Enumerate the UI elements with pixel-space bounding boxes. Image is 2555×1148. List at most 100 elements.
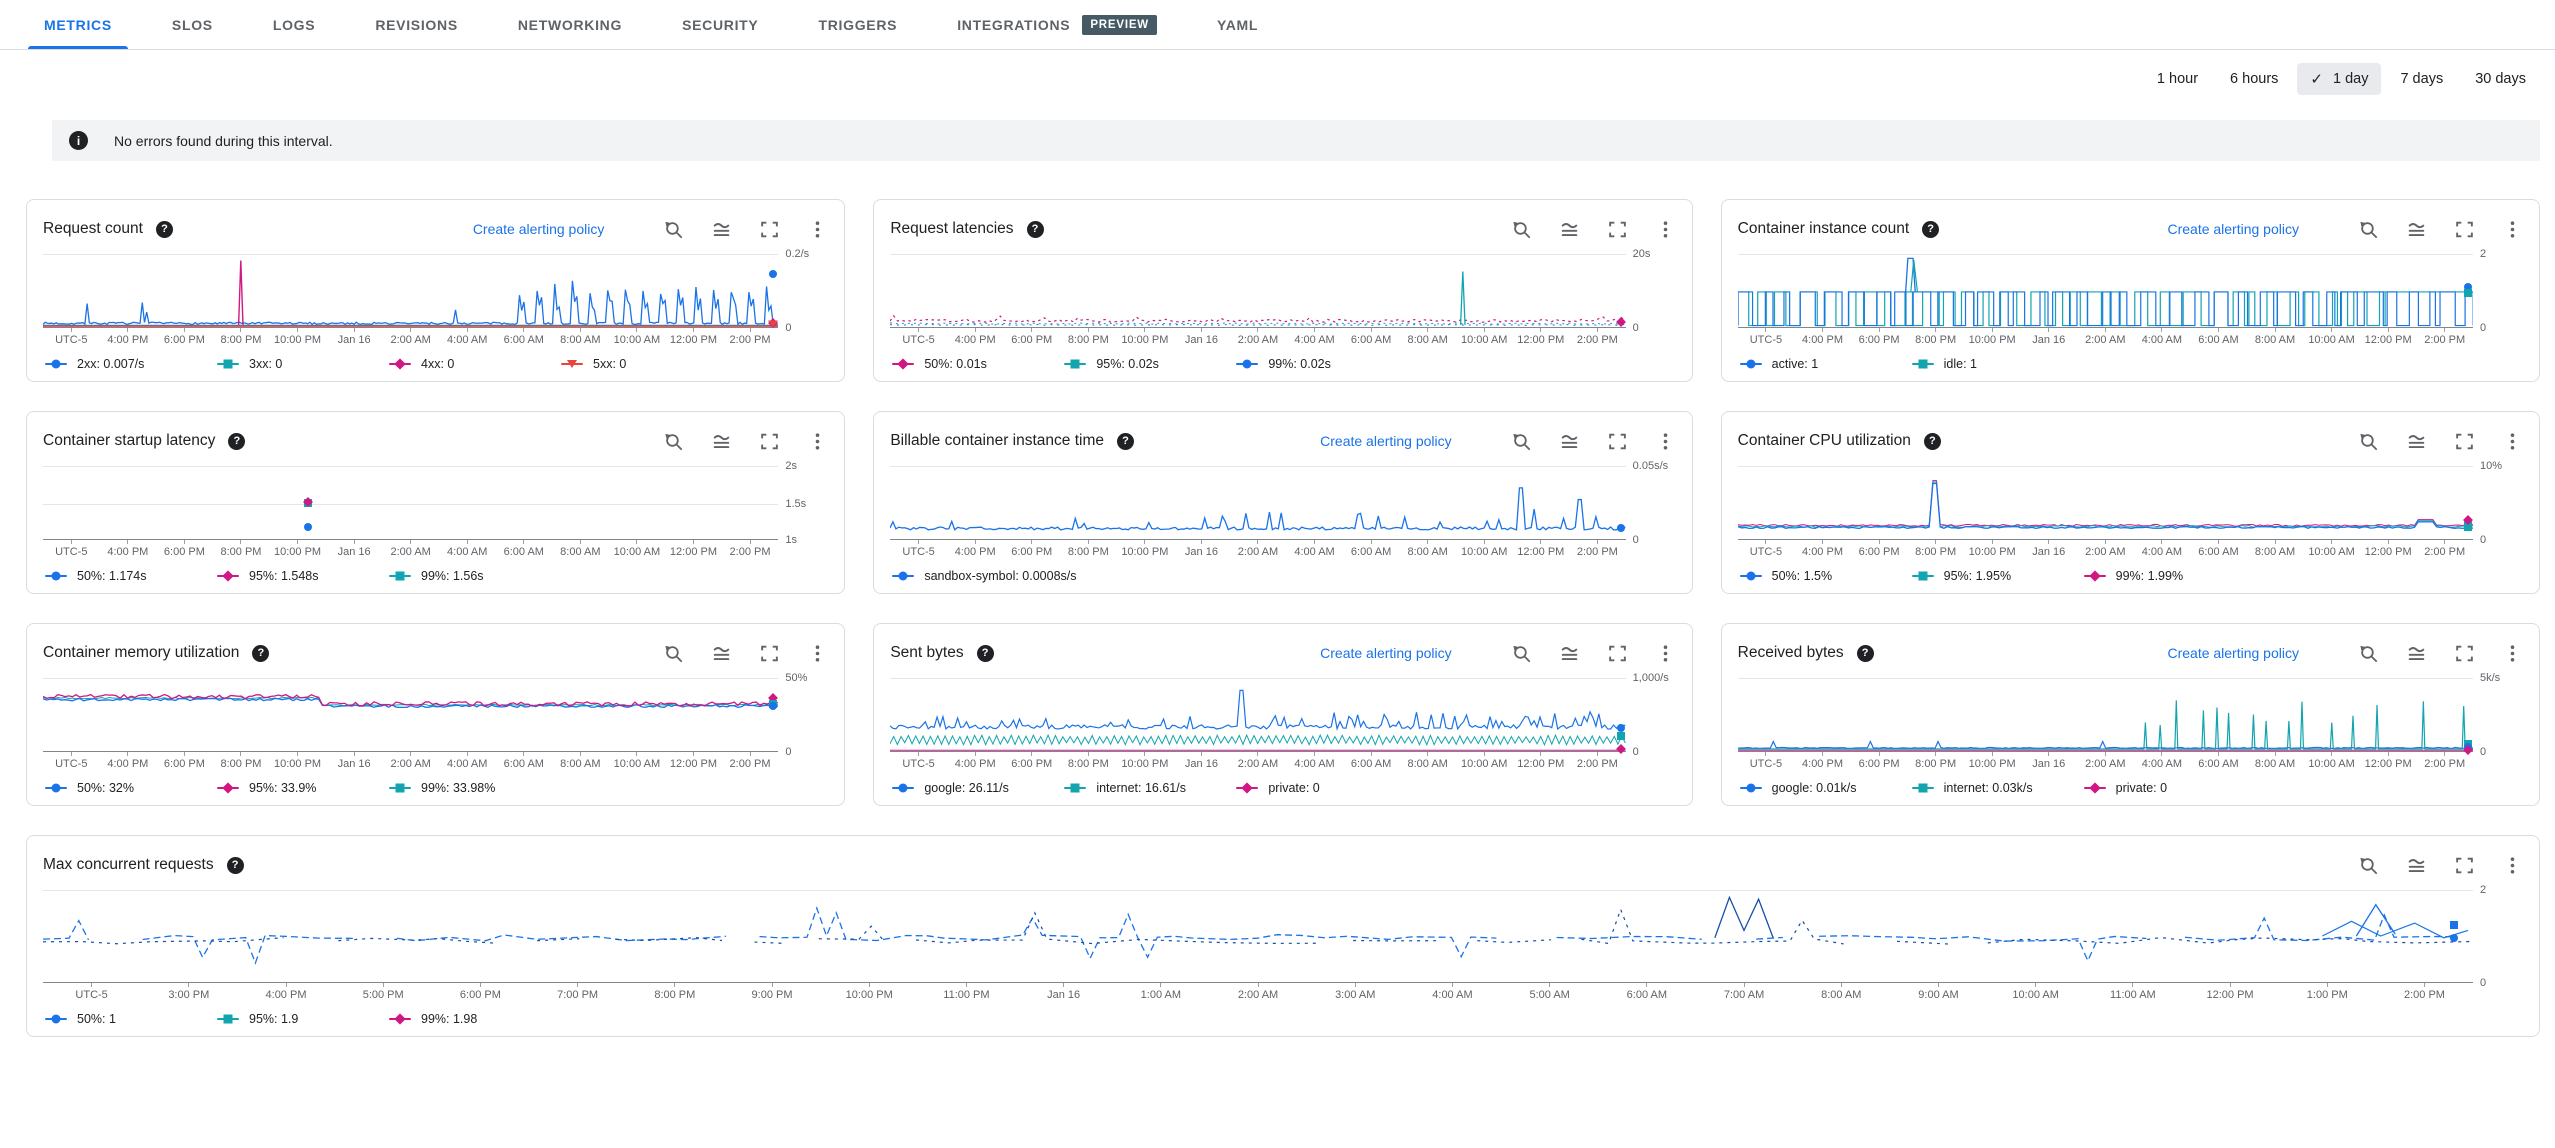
chart-plot[interactable]	[890, 466, 1626, 540]
chart-options-icon[interactable]	[1559, 431, 1580, 452]
legend-item[interactable]: private: 0	[2083, 781, 2256, 795]
fullscreen-icon[interactable]	[2454, 219, 2475, 240]
create-alerting-policy-link[interactable]: Create alerting policy	[2167, 645, 2299, 661]
legend-item[interactable]: 2xx: 0.007/s	[45, 357, 217, 371]
legend-item[interactable]: active: 1	[1739, 357, 1912, 371]
chart-options-icon[interactable]	[2406, 643, 2427, 664]
chart-plot[interactable]	[43, 466, 779, 540]
zoom-reset-icon[interactable]	[1511, 219, 1532, 240]
legend-item[interactable]: 50%: 1.5%	[1739, 569, 1912, 583]
fullscreen-icon[interactable]	[2454, 643, 2475, 664]
legend-item[interactable]: 99%: 0.02s	[1236, 357, 1408, 371]
help-icon[interactable]: ?	[228, 432, 246, 450]
chart-options-icon[interactable]	[1559, 219, 1580, 240]
chart-options-icon[interactable]	[711, 431, 732, 452]
zoom-reset-icon[interactable]	[663, 643, 684, 664]
help-icon[interactable]: ?	[252, 644, 270, 662]
zoom-reset-icon[interactable]	[1511, 643, 1532, 664]
legend-item[interactable]: 4xx: 0	[389, 357, 561, 371]
legend-item[interactable]: 95%: 0.02s	[1064, 357, 1236, 371]
create-alerting-policy-link[interactable]: Create alerting policy	[1320, 645, 1452, 661]
legend-item[interactable]: 3xx: 0	[217, 357, 389, 371]
fullscreen-icon[interactable]	[759, 219, 780, 240]
zoom-reset-icon[interactable]	[2358, 855, 2379, 876]
help-icon[interactable]: ?	[226, 856, 244, 874]
legend-item[interactable]: sandbox-symbol: 0.0008s/s	[892, 569, 1090, 583]
chart-options-icon[interactable]	[2406, 431, 2427, 452]
time-range-7-days[interactable]: 7 days	[2387, 64, 2456, 94]
zoom-reset-icon[interactable]	[663, 219, 684, 240]
legend-item[interactable]: 50%: 1.174s	[45, 569, 217, 583]
zoom-reset-icon[interactable]	[2358, 643, 2379, 664]
tab-security[interactable]: SECURITY	[652, 0, 788, 49]
help-icon[interactable]: ?	[1856, 644, 1874, 662]
create-alerting-policy-link[interactable]: Create alerting policy	[472, 221, 605, 237]
legend-item[interactable]: 99%: 33.98%	[389, 781, 561, 795]
fullscreen-icon[interactable]	[2454, 431, 2475, 452]
tab-integrations[interactable]: INTEGRATIONS PREVIEW	[927, 0, 1187, 49]
legend-item[interactable]: 95%: 1.9	[217, 1012, 389, 1026]
more-options-icon[interactable]	[2502, 219, 2523, 240]
legend-item[interactable]: idle: 1	[1911, 357, 2084, 371]
more-options-icon[interactable]	[1655, 219, 1676, 240]
time-range-6-hours[interactable]: 6 hours	[2217, 64, 2291, 94]
legend-item[interactable]: 50%: 32%	[45, 781, 217, 795]
create-alerting-policy-link[interactable]: Create alerting policy	[2167, 221, 2299, 237]
legend-item[interactable]: 50%: 0.01s	[892, 357, 1064, 371]
chart-plot[interactable]	[43, 678, 779, 752]
tab-yaml[interactable]: YAML	[1187, 0, 1288, 49]
chart-plot[interactable]	[890, 254, 1626, 328]
time-range-1-hour[interactable]: 1 hour	[2144, 64, 2211, 94]
fullscreen-icon[interactable]	[2454, 855, 2475, 876]
legend-item[interactable]: 5xx: 0	[561, 357, 733, 371]
chart-plot[interactable]	[890, 678, 1626, 754]
tab-logs[interactable]: LOGS	[243, 0, 345, 49]
chart-plot[interactable]	[43, 254, 779, 328]
help-icon[interactable]: ?	[1117, 432, 1134, 450]
chart-options-icon[interactable]	[2406, 855, 2427, 876]
legend-item[interactable]: private: 0	[1236, 781, 1408, 795]
fullscreen-icon[interactable]	[1607, 643, 1628, 664]
chart-plot[interactable]	[1737, 678, 2473, 755]
help-icon[interactable]: ?	[1026, 220, 1044, 238]
legend-item[interactable]: 95%: 1.95%	[1911, 569, 2084, 583]
tab-revisions[interactable]: REVISIONS	[345, 0, 488, 49]
create-alerting-policy-link[interactable]: Create alerting policy	[1320, 433, 1452, 449]
tab-networking[interactable]: NETWORKING	[488, 0, 652, 49]
legend-item[interactable]: 99%: 1.98	[389, 1012, 561, 1026]
more-options-icon[interactable]	[807, 643, 828, 664]
zoom-reset-icon[interactable]	[2358, 431, 2379, 452]
tab-slos[interactable]: SLOS	[142, 0, 243, 49]
legend-item[interactable]: 99%: 1.56s	[389, 569, 561, 583]
time-range-30-days[interactable]: 30 days	[2462, 64, 2539, 94]
help-icon[interactable]: ?	[1923, 432, 1941, 450]
more-options-icon[interactable]	[1655, 431, 1676, 452]
help-icon[interactable]: ?	[155, 220, 173, 238]
legend-item[interactable]: google: 0.01k/s	[1739, 781, 1912, 795]
legend-item[interactable]: 99%: 1.99%	[2083, 569, 2256, 583]
more-options-icon[interactable]	[2502, 855, 2523, 876]
chart-options-icon[interactable]	[711, 643, 732, 664]
time-range-1-day[interactable]: ✓ 1 day	[2297, 63, 2382, 95]
chart-options-icon[interactable]	[2406, 219, 2427, 240]
legend-item[interactable]: 95%: 1.548s	[217, 569, 389, 583]
more-options-icon[interactable]	[2502, 431, 2523, 452]
more-options-icon[interactable]	[1655, 643, 1676, 664]
more-options-icon[interactable]	[2502, 643, 2523, 664]
zoom-reset-icon[interactable]	[1511, 431, 1532, 452]
legend-item[interactable]: internet: 16.61/s	[1064, 781, 1236, 795]
legend-item[interactable]: internet: 0.03k/s	[1911, 781, 2084, 795]
chart-plot[interactable]	[43, 890, 2473, 983]
legend-item[interactable]: google: 26.11/s	[892, 781, 1064, 795]
tab-metrics[interactable]: METRICS	[14, 0, 142, 49]
legend-item[interactable]: 50%: 1	[45, 1012, 217, 1026]
tab-triggers[interactable]: TRIGGERS	[788, 0, 927, 49]
fullscreen-icon[interactable]	[1607, 219, 1628, 240]
chart-options-icon[interactable]	[1559, 643, 1580, 664]
more-options-icon[interactable]	[807, 219, 828, 240]
legend-item[interactable]: 95%: 33.9%	[217, 781, 389, 795]
chart-plot[interactable]	[1737, 466, 2473, 540]
chart-plot[interactable]	[1737, 254, 2473, 328]
fullscreen-icon[interactable]	[759, 643, 780, 664]
zoom-reset-icon[interactable]	[663, 431, 684, 452]
